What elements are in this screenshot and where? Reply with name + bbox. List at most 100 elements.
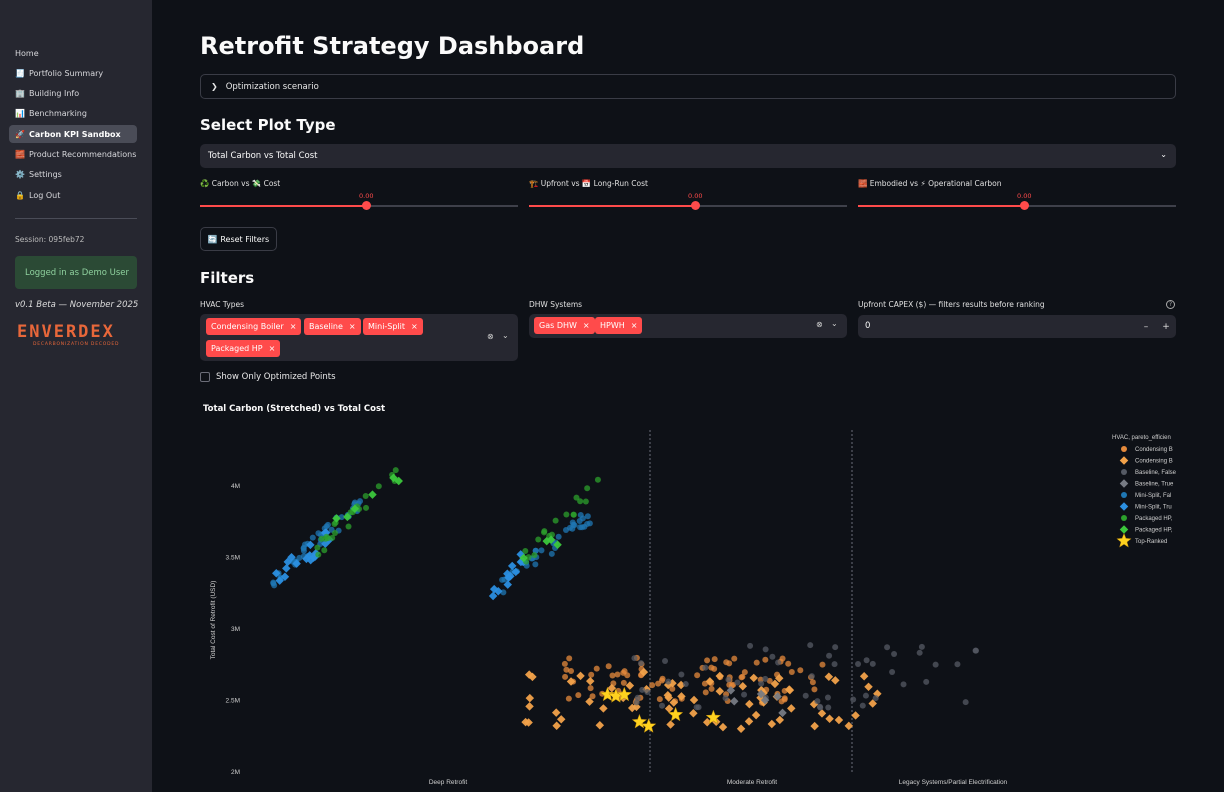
- optimization-scenario-expander[interactable]: ❯ Optimization scenario: [200, 74, 1176, 99]
- plot-type-value: Total Carbon vs Total Cost: [208, 151, 318, 161]
- clear-all-icon[interactable]: ⊗: [816, 320, 823, 329]
- data-point: [729, 697, 739, 706]
- capex-number-input[interactable]: 0 – +: [858, 315, 1176, 338]
- slider-thumb[interactable]: [362, 201, 371, 210]
- nav-icon: 🧾: [15, 68, 25, 78]
- y-tick-label: 4M: [231, 483, 240, 490]
- data-point: [884, 644, 891, 651]
- data-point: [758, 680, 765, 687]
- reset-filters-button[interactable]: 🔄 Reset Filters: [200, 227, 277, 251]
- tag-packaged-hp[interactable]: Packaged HP ×: [206, 340, 281, 357]
- data-point: [594, 476, 601, 483]
- slider-track[interactable]: [200, 205, 518, 207]
- data-point: [664, 704, 674, 713]
- sidebar-item-log-out[interactable]: 🔒 Log Out: [9, 186, 137, 204]
- sidebar-item-product-recommendations[interactable]: 🧱 Product Recommendations: [9, 145, 137, 163]
- data-point: [332, 529, 339, 536]
- data-point: [644, 688, 651, 695]
- sidebar-item-label: Carbon KPI Sandbox: [29, 129, 121, 139]
- data-point: [519, 553, 528, 563]
- increment-button[interactable]: +: [1162, 321, 1170, 332]
- data-point: [819, 661, 826, 668]
- remove-tag-icon[interactable]: ×: [411, 322, 418, 331]
- slider-thumb[interactable]: [691, 201, 700, 210]
- checkbox-box[interactable]: [200, 372, 210, 382]
- data-point: [802, 692, 809, 699]
- top-ranked-star: [667, 706, 684, 722]
- tag-hpwh[interactable]: HPWH ×: [595, 317, 643, 334]
- sidebar-item-carbon-kpi-sandbox[interactable]: 🚀 Carbon KPI Sandbox: [9, 125, 137, 144]
- data-point: [826, 652, 833, 659]
- sidebar-nav: Home 🧾 Portfolio Summary 🏢 Building Info 📊 Ben…: [9, 44, 137, 206]
- data-point: [272, 569, 281, 578]
- data-point: [769, 653, 776, 660]
- upfront-longrun-slider[interactable]: 🏗️ Upfront vs 📅 Long-Run Cost 0.00: [529, 179, 847, 211]
- slider-track[interactable]: [529, 205, 847, 207]
- data-point: [932, 661, 939, 668]
- data-point: [563, 511, 570, 518]
- carbon-cost-slider[interactable]: ♻️ Carbon vs 💸 Cost 0.00: [200, 179, 518, 211]
- data-point: [659, 702, 666, 709]
- data-point: [704, 657, 711, 664]
- tag-gas-dhw[interactable]: Gas DHW ×: [534, 317, 595, 334]
- sidebar-item-benchmarking[interactable]: 📊 Benchmarking: [9, 105, 137, 123]
- tag-condensing-boiler[interactable]: Condensing Boiler ×: [206, 318, 302, 335]
- data-point: [562, 673, 569, 680]
- remove-tag-icon[interactable]: ×: [348, 322, 356, 331]
- legend-marker: [1116, 532, 1132, 548]
- data-point: [345, 523, 352, 530]
- sidebar-item-home[interactable]: Home: [9, 44, 137, 62]
- chevron-down-icon[interactable]: ⌄: [831, 319, 838, 328]
- legend-label: Packaged HP,: [1135, 516, 1173, 522]
- data-point: [859, 672, 869, 681]
- capex-value[interactable]: 0: [865, 321, 871, 331]
- data-point: [541, 528, 548, 535]
- sidebar-item-label: Benchmarking: [29, 109, 87, 119]
- sidebar-item-building-info[interactable]: 🏢 Building Info: [9, 85, 137, 103]
- data-point: [633, 699, 640, 706]
- data-point: [734, 679, 741, 686]
- data-point: [708, 685, 715, 692]
- sidebar-item-settings[interactable]: ⚙️ Settings: [9, 166, 137, 184]
- data-point: [702, 664, 709, 671]
- data-point: [538, 547, 545, 554]
- data-point: [762, 656, 769, 663]
- decrement-button[interactable]: –: [1143, 321, 1149, 332]
- data-point: [850, 696, 857, 703]
- remove-tag-icon[interactable]: ×: [289, 322, 297, 331]
- y-tick-label: 2M: [231, 769, 240, 776]
- sidebar-item-portfolio-summary[interactable]: 🧾 Portfolio Summary: [9, 64, 137, 82]
- remove-tag-icon[interactable]: ×: [582, 321, 590, 330]
- data-point: [694, 672, 701, 679]
- data-point: [614, 671, 621, 678]
- slider-track[interactable]: [858, 205, 1176, 207]
- tag-label: Packaged HP: [211, 344, 263, 353]
- data-point: [568, 668, 575, 675]
- clear-all-icon[interactable]: ⊗: [487, 332, 494, 341]
- data-point: [584, 520, 591, 527]
- legend-label: Mini-Split, Fal: [1135, 493, 1171, 499]
- nav-icon: 🚀: [15, 129, 25, 139]
- tag-mini-split[interactable]: Mini-Split ×: [363, 318, 423, 335]
- tag-baseline[interactable]: Baseline ×: [304, 318, 361, 335]
- remove-tag-icon[interactable]: ×: [630, 321, 638, 330]
- nav-icon: 🔒: [15, 190, 25, 200]
- nav-icon: 📊: [15, 109, 25, 119]
- remove-tag-icon[interactable]: ×: [268, 344, 276, 353]
- slider-label: 🏗️ Upfront vs 📅 Long-Run Cost: [529, 179, 648, 188]
- data-point: [855, 660, 862, 667]
- data-point: [375, 483, 382, 490]
- chevron-right-icon: ❯: [211, 82, 218, 91]
- help-icon[interactable]: ?: [1166, 300, 1175, 309]
- data-point: [347, 509, 354, 516]
- hvac-types-multiselect[interactable]: Condensing Boiler × Baseline × Mini-Split ×…: [200, 314, 518, 361]
- dhw-systems-multiselect[interactable]: Gas DHW × HPWH × ⊗ ⌄: [529, 314, 847, 338]
- scatter-chart[interactable]: 2M 2.5M 3M 3.5M 4M Total Cost of Retrofit (US…: [200, 420, 1190, 790]
- plot-type-select[interactable]: Total Carbon vs Total Cost ⌄: [200, 144, 1176, 168]
- slider-label: 🧱 Embodied vs ⚡ Operational Carbon: [858, 179, 1002, 188]
- optimized-only-checkbox[interactable]: Show Only Optimized Points: [200, 372, 336, 382]
- embodied-operational-slider[interactable]: 🧱 Embodied vs ⚡ Operational Carbon 0.00: [858, 179, 1176, 211]
- chevron-down-icon[interactable]: ⌄: [502, 331, 509, 340]
- slider-thumb[interactable]: [1020, 201, 1029, 210]
- legend-marker: [1119, 525, 1129, 534]
